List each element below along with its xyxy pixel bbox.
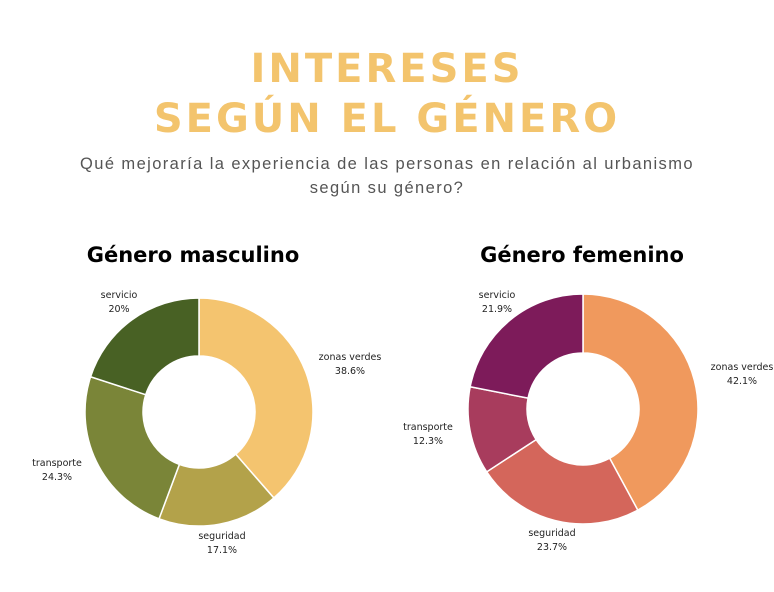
title-line-1: INTERESES xyxy=(250,46,524,92)
value-label-femenino-transporte: 12.3% xyxy=(413,436,443,447)
label-masculino-servicio: servicio xyxy=(101,290,138,301)
subtitle-line-2: según su género? xyxy=(309,179,465,197)
value-label-masculino-zonas-verdes: 38.6% xyxy=(335,366,365,377)
chart-title-masculino: Género masculino xyxy=(86,243,300,267)
value-label-femenino-seguridad: 23.7% xyxy=(537,542,567,553)
slice-masculino-servicio xyxy=(89,297,200,396)
slice-femenino-zonas-verdes xyxy=(582,293,699,512)
label-masculino-transporte: transporte xyxy=(32,458,82,469)
label-masculino-seguridad: seguridad xyxy=(198,531,245,542)
label-femenino-transporte: transporte xyxy=(403,422,453,433)
value-label-femenino-zonas-verdes: 42.1% xyxy=(727,376,757,387)
slice-femenino-seguridad xyxy=(485,438,639,525)
label-masculino-zonas-verdes: zonas verdes xyxy=(319,352,382,363)
slice-masculino-zonas-verdes xyxy=(198,297,314,500)
subtitle-line-1: Qué mejoraría la experiencia de las pers… xyxy=(80,155,694,173)
label-femenino-zonas-verdes: zonas verdes xyxy=(711,362,774,373)
value-label-femenino-servicio: 21.9% xyxy=(482,304,512,315)
slice-femenino-servicio xyxy=(469,293,584,400)
label-femenino-seguridad: seguridad xyxy=(528,528,575,539)
slice-masculino-transporte xyxy=(84,375,181,520)
value-label-masculino-transporte: 24.3% xyxy=(42,472,72,483)
subtitle: Qué mejoraría la experiencia de las pers… xyxy=(40,152,734,200)
value-label-masculino-servicio: 20% xyxy=(108,304,129,315)
title-line-2: SEGÚN EL GÉNERO xyxy=(153,96,621,142)
chart-title-femenino: Género femenino xyxy=(480,243,684,267)
label-femenino-servicio: servicio xyxy=(479,290,516,301)
value-label-masculino-seguridad: 17.1% xyxy=(207,545,237,556)
